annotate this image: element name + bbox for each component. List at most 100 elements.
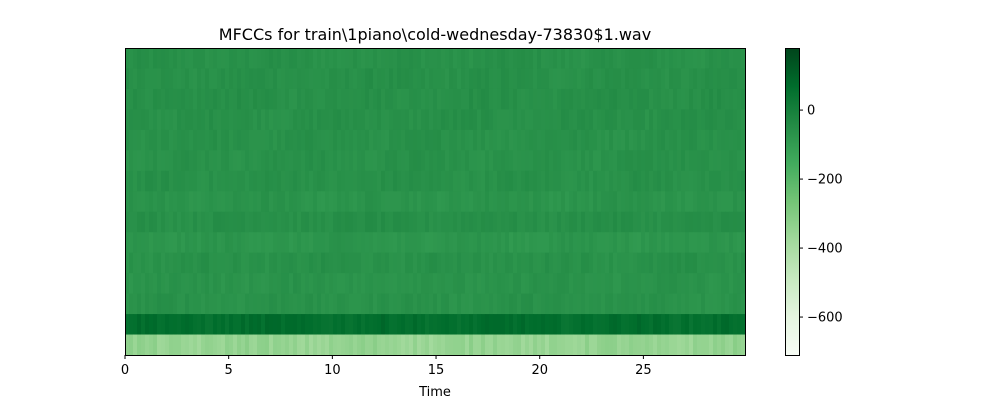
heatmap-cell xyxy=(177,211,182,233)
heatmap-cell xyxy=(237,150,242,172)
heatmap-cell xyxy=(281,314,286,336)
heatmap-cell xyxy=(457,273,462,295)
heatmap-cell xyxy=(205,293,210,315)
heatmap-cell xyxy=(557,191,562,213)
heatmap-cell xyxy=(293,232,298,254)
heatmap-cell xyxy=(401,293,406,315)
heatmap-cell xyxy=(617,232,622,254)
heatmap-cell xyxy=(305,170,310,192)
heatmap-cell xyxy=(149,334,154,356)
heatmap-cell xyxy=(657,211,662,233)
heatmap-cell xyxy=(453,109,458,131)
heatmap-cell xyxy=(225,150,230,172)
heatmap-cell xyxy=(357,334,362,356)
heatmap-cell xyxy=(445,211,450,233)
heatmap-cell xyxy=(577,232,582,254)
heatmap-cell xyxy=(273,129,278,151)
heatmap-cell xyxy=(369,314,374,336)
heatmap-cell xyxy=(309,273,314,295)
heatmap-cell xyxy=(181,170,186,192)
heatmap-cell xyxy=(257,314,262,336)
heatmap-cell xyxy=(261,191,266,213)
heatmap-cell xyxy=(425,273,430,295)
heatmap-cell xyxy=(565,232,570,254)
heatmap-cell xyxy=(741,334,746,356)
heatmap-cell xyxy=(405,150,410,172)
heatmap-cell xyxy=(393,88,398,110)
heatmap-cell xyxy=(185,252,190,274)
heatmap-cell xyxy=(381,88,386,110)
heatmap-cell xyxy=(401,150,406,172)
heatmap-cell xyxy=(637,48,642,70)
heatmap-cell xyxy=(157,129,162,151)
heatmap-cell xyxy=(413,232,418,254)
heatmap-cell xyxy=(505,150,510,172)
heatmap-cell xyxy=(589,129,594,151)
heatmap-cell xyxy=(133,150,138,172)
heatmap-cell xyxy=(281,211,286,233)
heatmap-cell xyxy=(373,293,378,315)
heatmap-cell xyxy=(449,88,454,110)
heatmap-cell xyxy=(221,88,226,110)
heatmap-cell xyxy=(249,211,254,233)
heatmap-cell xyxy=(249,88,254,110)
heatmap-cell xyxy=(457,211,462,233)
heatmap-cell xyxy=(497,191,502,213)
heatmap-cell xyxy=(197,211,202,233)
heatmap-cell xyxy=(685,170,690,192)
heatmap-cell xyxy=(445,109,450,131)
heatmap-cell xyxy=(269,48,274,70)
heatmap-cell xyxy=(661,48,666,70)
heatmap-cell xyxy=(161,293,166,315)
heatmap-cell xyxy=(641,191,646,213)
heatmap-cell xyxy=(261,232,266,254)
heatmap-cell xyxy=(281,334,286,356)
heatmap-cell xyxy=(409,252,414,274)
heatmap-cell xyxy=(377,293,382,315)
heatmap-cell xyxy=(713,68,718,90)
heatmap-cell xyxy=(617,314,622,336)
heatmap-cell xyxy=(325,252,330,274)
heatmap-cell xyxy=(289,109,294,131)
heatmap-cell xyxy=(417,273,422,295)
heatmap-cell xyxy=(169,109,174,131)
heatmap-cell xyxy=(589,293,594,315)
heatmap-cell xyxy=(273,150,278,172)
heatmap-cell xyxy=(417,314,422,336)
heatmap-cell xyxy=(257,252,262,274)
heatmap-cell xyxy=(137,293,142,315)
heatmap-cell xyxy=(533,334,538,356)
heatmap-cell xyxy=(213,232,218,254)
heatmap-cell xyxy=(393,129,398,151)
heatmap-cell xyxy=(517,211,522,233)
heatmap-cell xyxy=(161,88,166,110)
heatmap-cell xyxy=(201,129,206,151)
heatmap-cell xyxy=(413,293,418,315)
heatmap-cell xyxy=(201,170,206,192)
heatmap-cell xyxy=(157,211,162,233)
heatmap-cell xyxy=(697,211,702,233)
heatmap-cell xyxy=(313,314,318,336)
heatmap-cell xyxy=(701,334,706,356)
heatmap-cell xyxy=(229,191,234,213)
heatmap-cell xyxy=(253,211,258,233)
heatmap-cell xyxy=(421,314,426,336)
heatmap-cell xyxy=(649,232,654,254)
heatmap-cell xyxy=(181,273,186,295)
heatmap-cell xyxy=(233,68,238,90)
heatmap-cell xyxy=(729,314,734,336)
heatmap-cell xyxy=(713,109,718,131)
heatmap-cell xyxy=(301,48,306,70)
heatmap-cell xyxy=(701,232,706,254)
heatmap-cell xyxy=(309,314,314,336)
heatmap-cell xyxy=(341,191,346,213)
heatmap-cell xyxy=(241,68,246,90)
heatmap-cell xyxy=(397,334,402,356)
heatmap-cell xyxy=(585,129,590,151)
heatmap-cell xyxy=(641,170,646,192)
heatmap-cell xyxy=(565,293,570,315)
heatmap-cell xyxy=(305,252,310,274)
heatmap-cell xyxy=(617,252,622,274)
heatmap-cell xyxy=(485,211,490,233)
heatmap-cell xyxy=(237,211,242,233)
